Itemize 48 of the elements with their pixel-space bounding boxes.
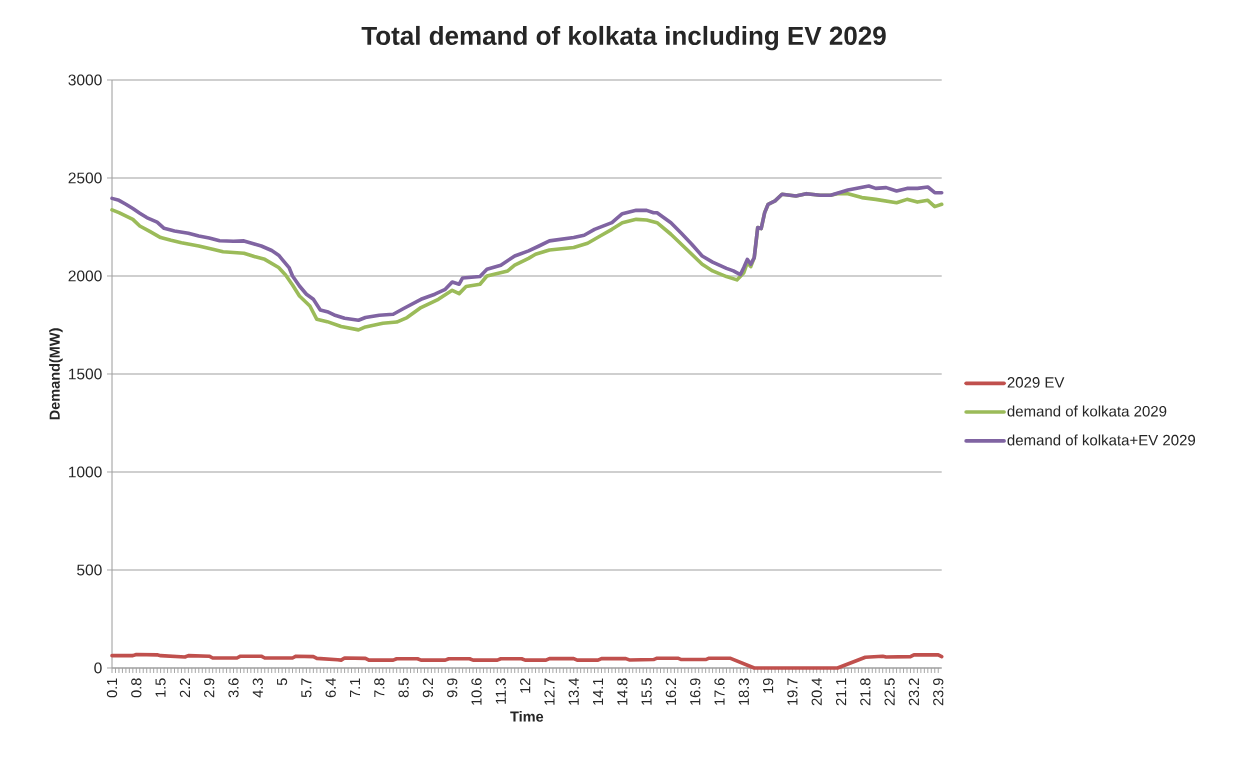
y-tick-label: 3000	[68, 74, 102, 86]
x-tick-label: 7.1	[350, 678, 360, 698]
y-tick-label: 1500	[69, 368, 102, 380]
x-tick-label: 4.3	[252, 678, 263, 698]
x-tick-label: 21.1	[835, 678, 847, 706]
x-axis-title: Time	[510, 711, 544, 722]
y-axis-title: Demand(MW)	[49, 328, 63, 420]
x-tick-label: 13.4	[568, 678, 579, 705]
x-tick-label: 16.9	[690, 678, 701, 705]
x-tick-label: 10.6	[471, 678, 482, 705]
y-tick-label: 1000	[69, 466, 102, 478]
legend-label: demand of kolkata 2029	[1007, 405, 1167, 417]
x-tick-label: 0.1	[106, 678, 118, 698]
y-tick-label: 500	[77, 564, 102, 576]
legend-label: demand of kolkata+EV 2029	[1007, 434, 1196, 446]
x-tick-label: 16.2	[665, 678, 677, 705]
legend-label: 2029 EV	[1007, 377, 1065, 388]
chart-title: Total demand of kolkata including EV 2029	[361, 25, 886, 51]
x-tick-label: 11.3	[495, 678, 506, 704]
x-tick-label: 1.5	[155, 678, 166, 697]
y-tick-label: 2000	[68, 270, 102, 282]
x-tick-label: 19.7	[787, 678, 798, 705]
y-tick-label: 2500	[68, 172, 102, 184]
x-tick-label: 18.3	[738, 678, 749, 705]
x-tick-label: 12.7	[544, 678, 555, 705]
x-tick-label: 3.6	[228, 678, 239, 698]
x-tick-label: 5	[277, 678, 288, 686]
x-tick-label: 2.2	[179, 678, 190, 698]
x-tick-label: 7.8	[374, 678, 385, 698]
x-tick-label: 19	[762, 678, 774, 693]
x-tick-label: 6.4	[325, 678, 336, 698]
x-tick-label: 22.5	[884, 678, 895, 706]
x-tick-label: 21.8	[860, 678, 871, 706]
x-tick-label: 0.8	[131, 678, 142, 698]
x-tick-label: 23.9	[933, 678, 944, 706]
x-tick-label: 15.5	[641, 678, 652, 705]
x-tick-label: 9.9	[447, 678, 458, 698]
x-tick-label: 8.5	[398, 678, 409, 698]
x-tick-label: 2.9	[204, 678, 215, 698]
x-tick-label: 17.6	[714, 678, 725, 705]
x-tick-label: 14.1	[593, 678, 604, 705]
x-tick-label: 5.7	[301, 678, 312, 698]
x-tick-label: 23.2	[908, 678, 920, 706]
x-tick-label: 14.8	[617, 678, 628, 705]
x-tick-label: 9.2	[422, 678, 434, 698]
x-tick-label: 20.4	[811, 678, 822, 706]
x-tick-label: 12	[520, 678, 531, 693]
y-tick-label: 0	[94, 662, 102, 674]
